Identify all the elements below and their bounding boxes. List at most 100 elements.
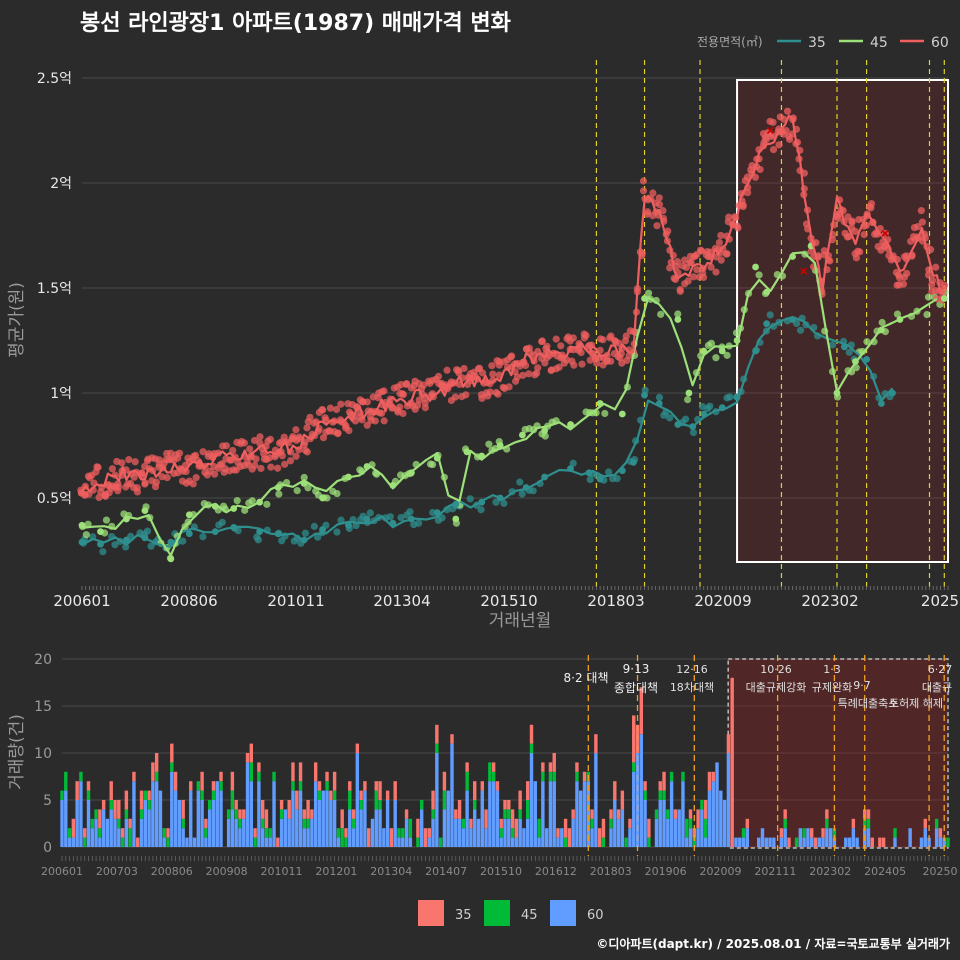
- volume-bar-45: [128, 828, 132, 847]
- price-marker-45: [752, 263, 759, 271]
- price-point-60: [462, 391, 470, 399]
- volume-bar-60: [306, 828, 310, 847]
- volume-legend-swatch-45: [484, 900, 510, 926]
- price-highlight-region: [736, 79, 949, 563]
- volume-bar-60: [427, 837, 431, 847]
- price-point-60: [281, 460, 289, 468]
- volume-bar-60: [817, 837, 821, 847]
- volume-bar-60: [242, 818, 246, 847]
- volume-bar-45: [431, 809, 435, 819]
- price-line-45: [81, 251, 938, 557]
- price-point-35: [477, 506, 485, 514]
- price-point-60: [807, 247, 815, 255]
- price-point-60: [114, 487, 122, 495]
- volume-bar-60: [234, 818, 238, 847]
- price-point-35: [333, 528, 341, 536]
- volume-bar-60: [397, 837, 401, 847]
- volume-bar-60: [503, 818, 507, 847]
- volume-bar-60: [544, 828, 549, 847]
- volume-bar-35: [238, 809, 242, 819]
- volume-bar-35: [454, 809, 458, 819]
- volume-bar-60: [264, 837, 269, 847]
- volume-bar-60: [94, 818, 98, 847]
- volume-bar-60: [101, 809, 106, 847]
- volume-x-tick-13: 202111: [754, 865, 796, 878]
- price-point-45: [333, 489, 341, 498]
- price-marker-35: [630, 458, 637, 466]
- price-point-35: [796, 326, 805, 334]
- volume-bar-45: [893, 828, 897, 838]
- volume-bar-60: [139, 818, 144, 847]
- price-point-60: [141, 480, 149, 488]
- price-x-tick-7: 202302: [801, 592, 858, 610]
- volume-x-tick-9: 201612: [535, 865, 577, 878]
- volume-bar-35: [582, 771, 587, 782]
- volume-bar-60: [643, 800, 647, 847]
- price-marker-35: [585, 469, 593, 477]
- volume-bar-60: [590, 828, 594, 847]
- volume-y-axis-title: 거래량(건): [7, 714, 27, 790]
- price-point-60: [928, 276, 937, 285]
- volume-bar-45: [438, 837, 443, 847]
- price-point-60: [174, 454, 182, 462]
- volume-bar-45: [442, 790, 447, 810]
- price-marker-35: [274, 530, 282, 538]
- volume-bar-45: [166, 837, 170, 847]
- volume-bar-60: [681, 781, 685, 847]
- volume-y-tick-3: 15: [34, 699, 52, 715]
- annotation-6-27-label: 대출규: [922, 681, 952, 694]
- price-marker-35: [185, 530, 193, 538]
- volume-bar-60: [726, 753, 731, 847]
- price-point-60: [653, 222, 661, 230]
- price-point-60: [856, 248, 864, 256]
- price-marker-45: [641, 295, 648, 302]
- price-point-35: [337, 516, 345, 524]
- volume-bar-45: [825, 818, 829, 829]
- volume-bar-60: [488, 781, 492, 847]
- volume-bar-60: [537, 837, 541, 847]
- price-point-60: [377, 409, 386, 417]
- volume-bar-35: [287, 800, 291, 819]
- volume-bar-60: [295, 809, 299, 847]
- volume-bar-60: [461, 828, 466, 847]
- volume-bar-60: [745, 828, 750, 847]
- volume-x-tick-16: 20250: [923, 865, 958, 878]
- annotation-toheoje: 토허제 해제: [889, 696, 943, 710]
- volume-bar-60: [132, 781, 136, 847]
- volume-bar-35: [809, 828, 814, 838]
- price-x-tick-8: 2025: [921, 592, 959, 610]
- price-point-60: [399, 390, 407, 399]
- volume-bar-35: [147, 790, 151, 800]
- volume-bar-60: [756, 837, 761, 847]
- volume-bar-60: [499, 837, 503, 847]
- volume-bar-60: [552, 781, 556, 847]
- price-point-45: [674, 310, 682, 318]
- price-point-60: [306, 413, 314, 421]
- price-point-60: [744, 189, 752, 197]
- volume-bar-45: [162, 828, 166, 838]
- volume-bar-60: [245, 762, 250, 847]
- volume-bar-35: [340, 809, 344, 829]
- volume-bar-35: [514, 818, 519, 838]
- volume-bar-60: [522, 828, 526, 847]
- volume-bar-45: [465, 771, 469, 791]
- volume-bar-45: [681, 771, 685, 782]
- volume-bar-35: [620, 790, 625, 810]
- volume-bar-35: [355, 743, 360, 753]
- volume-bar-35: [393, 781, 397, 800]
- volume-bar-45: [862, 818, 867, 829]
- annotation-9-7-label: 특례대출축소: [838, 697, 899, 710]
- price-point-60: [240, 439, 249, 447]
- annotation-10-26-date: 10·26: [760, 663, 792, 676]
- price-point-35: [179, 537, 187, 545]
- volume-bar-35: [632, 715, 636, 763]
- price-point-60: [489, 370, 497, 378]
- volume-bar-60: [476, 818, 481, 847]
- volume-bar-35: [435, 724, 439, 744]
- volume-bar-60: [480, 790, 484, 847]
- volume-bar-35: [457, 800, 462, 819]
- price-point-60: [751, 173, 760, 181]
- volume-bar-35: [639, 687, 644, 735]
- price-point-60: [274, 464, 282, 472]
- volume-bar-45: [302, 818, 307, 829]
